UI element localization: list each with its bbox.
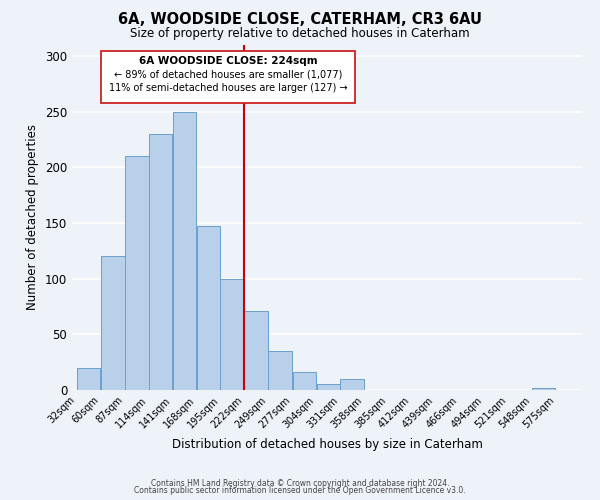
Text: Contains public sector information licensed under the Open Government Licence v3: Contains public sector information licen… xyxy=(134,486,466,495)
Bar xyxy=(125,156,149,390)
Bar xyxy=(244,311,268,390)
Bar xyxy=(268,351,292,390)
Text: Size of property relative to detached houses in Caterham: Size of property relative to detached ho… xyxy=(130,28,470,40)
Bar xyxy=(220,278,244,390)
Text: 6A WOODSIDE CLOSE: 224sqm: 6A WOODSIDE CLOSE: 224sqm xyxy=(139,56,317,66)
FancyBboxPatch shape xyxy=(101,50,355,103)
Text: Contains HM Land Registry data © Crown copyright and database right 2024.: Contains HM Land Registry data © Crown c… xyxy=(151,478,449,488)
Bar xyxy=(293,372,316,390)
Bar xyxy=(149,134,172,390)
Text: 6A, WOODSIDE CLOSE, CATERHAM, CR3 6AU: 6A, WOODSIDE CLOSE, CATERHAM, CR3 6AU xyxy=(118,12,482,28)
Bar xyxy=(197,226,220,390)
Bar xyxy=(101,256,125,390)
Bar xyxy=(340,379,364,390)
Bar xyxy=(77,368,100,390)
Bar xyxy=(532,388,556,390)
Text: 11% of semi-detached houses are larger (127) →: 11% of semi-detached houses are larger (… xyxy=(109,83,347,93)
Text: ← 89% of detached houses are smaller (1,077): ← 89% of detached houses are smaller (1,… xyxy=(114,70,343,80)
Y-axis label: Number of detached properties: Number of detached properties xyxy=(26,124,40,310)
Bar xyxy=(317,384,340,390)
Bar xyxy=(173,112,196,390)
X-axis label: Distribution of detached houses by size in Caterham: Distribution of detached houses by size … xyxy=(172,438,482,451)
